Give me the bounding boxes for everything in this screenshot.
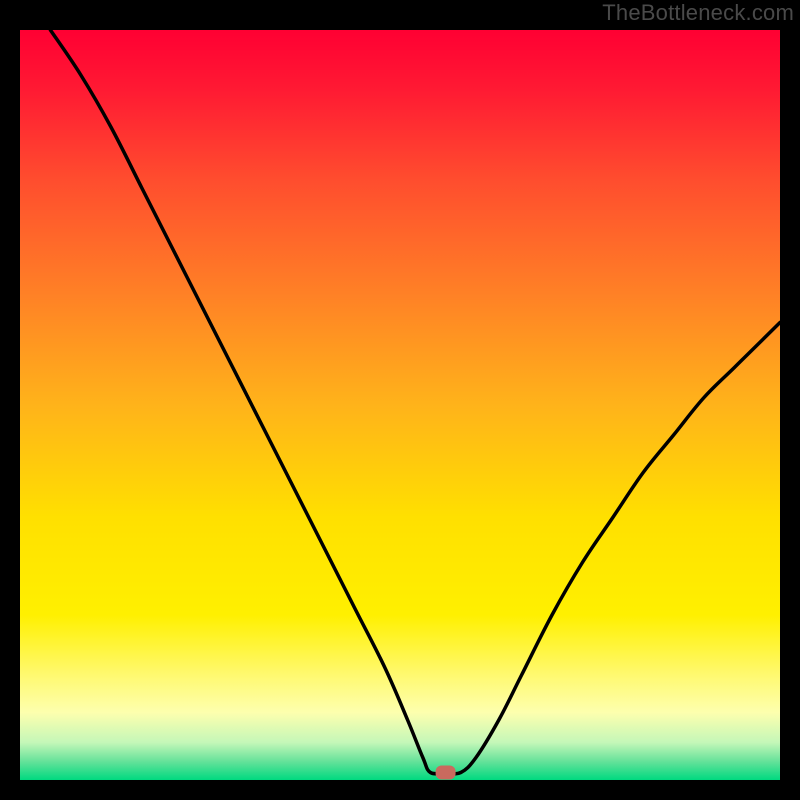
bottleneck-chart [0, 0, 800, 800]
minimum-marker [436, 766, 456, 780]
chart-root: TheBottleneck.com [0, 0, 800, 800]
plot-background [20, 30, 780, 780]
